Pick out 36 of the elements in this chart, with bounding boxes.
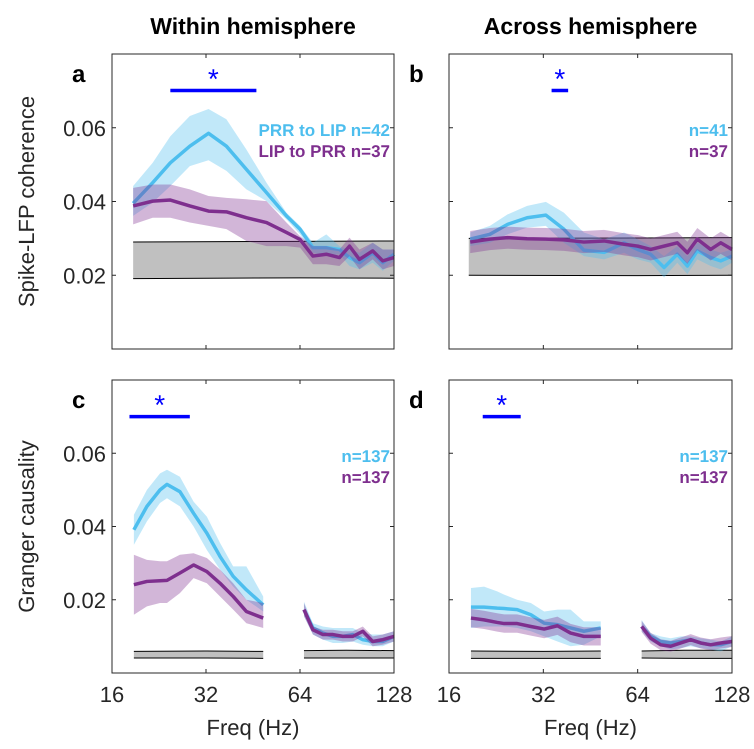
text: n=137 bbox=[341, 468, 390, 487]
y-axis-title: Spike-LFP coherence bbox=[14, 96, 39, 308]
x-tick-label: 32 bbox=[531, 682, 556, 707]
y-tick-label: 0.06 bbox=[63, 116, 106, 141]
x-tick-label: 128 bbox=[714, 682, 750, 707]
annotation: * bbox=[496, 390, 508, 421]
x-tick-label: 16 bbox=[100, 682, 124, 707]
x-tick-label: 128 bbox=[376, 682, 412, 707]
x-tick-label: 32 bbox=[194, 682, 218, 707]
y-tick-label: 0.06 bbox=[63, 441, 106, 466]
text: n=41 bbox=[688, 121, 728, 140]
y-axis-title: Granger causality bbox=[14, 440, 39, 613]
text: a bbox=[72, 61, 86, 88]
chart-title: Within hemisphere bbox=[150, 13, 356, 39]
text: c bbox=[72, 387, 86, 414]
text: d bbox=[409, 387, 424, 414]
x-axis-title: Freq (Hz) bbox=[206, 715, 300, 740]
y-tick-label: 0.04 bbox=[63, 190, 106, 214]
annotation: * bbox=[154, 390, 166, 421]
chart-title: Across hemisphere bbox=[484, 13, 698, 39]
text: n=37 bbox=[688, 142, 728, 161]
text: n=137 bbox=[679, 447, 728, 466]
text: b bbox=[409, 61, 424, 88]
x-tick-label: 64 bbox=[288, 682, 312, 707]
y-tick-label: 0.02 bbox=[63, 263, 106, 288]
text: n=137 bbox=[341, 447, 390, 466]
x-tick-label: 64 bbox=[625, 682, 650, 707]
x-tick-label: 16 bbox=[436, 682, 462, 707]
x-axis-title: Freq (Hz) bbox=[544, 715, 637, 740]
series-label: PRR to LIP n=42 bbox=[258, 121, 390, 140]
text: n=137 bbox=[679, 468, 728, 487]
y-tick-label: 0.02 bbox=[63, 588, 106, 613]
text: LIP to PRR n=37 bbox=[258, 142, 390, 161]
annotation: * bbox=[554, 64, 566, 95]
annotation: * bbox=[208, 64, 219, 95]
y-tick-label: 0.04 bbox=[63, 514, 106, 540]
